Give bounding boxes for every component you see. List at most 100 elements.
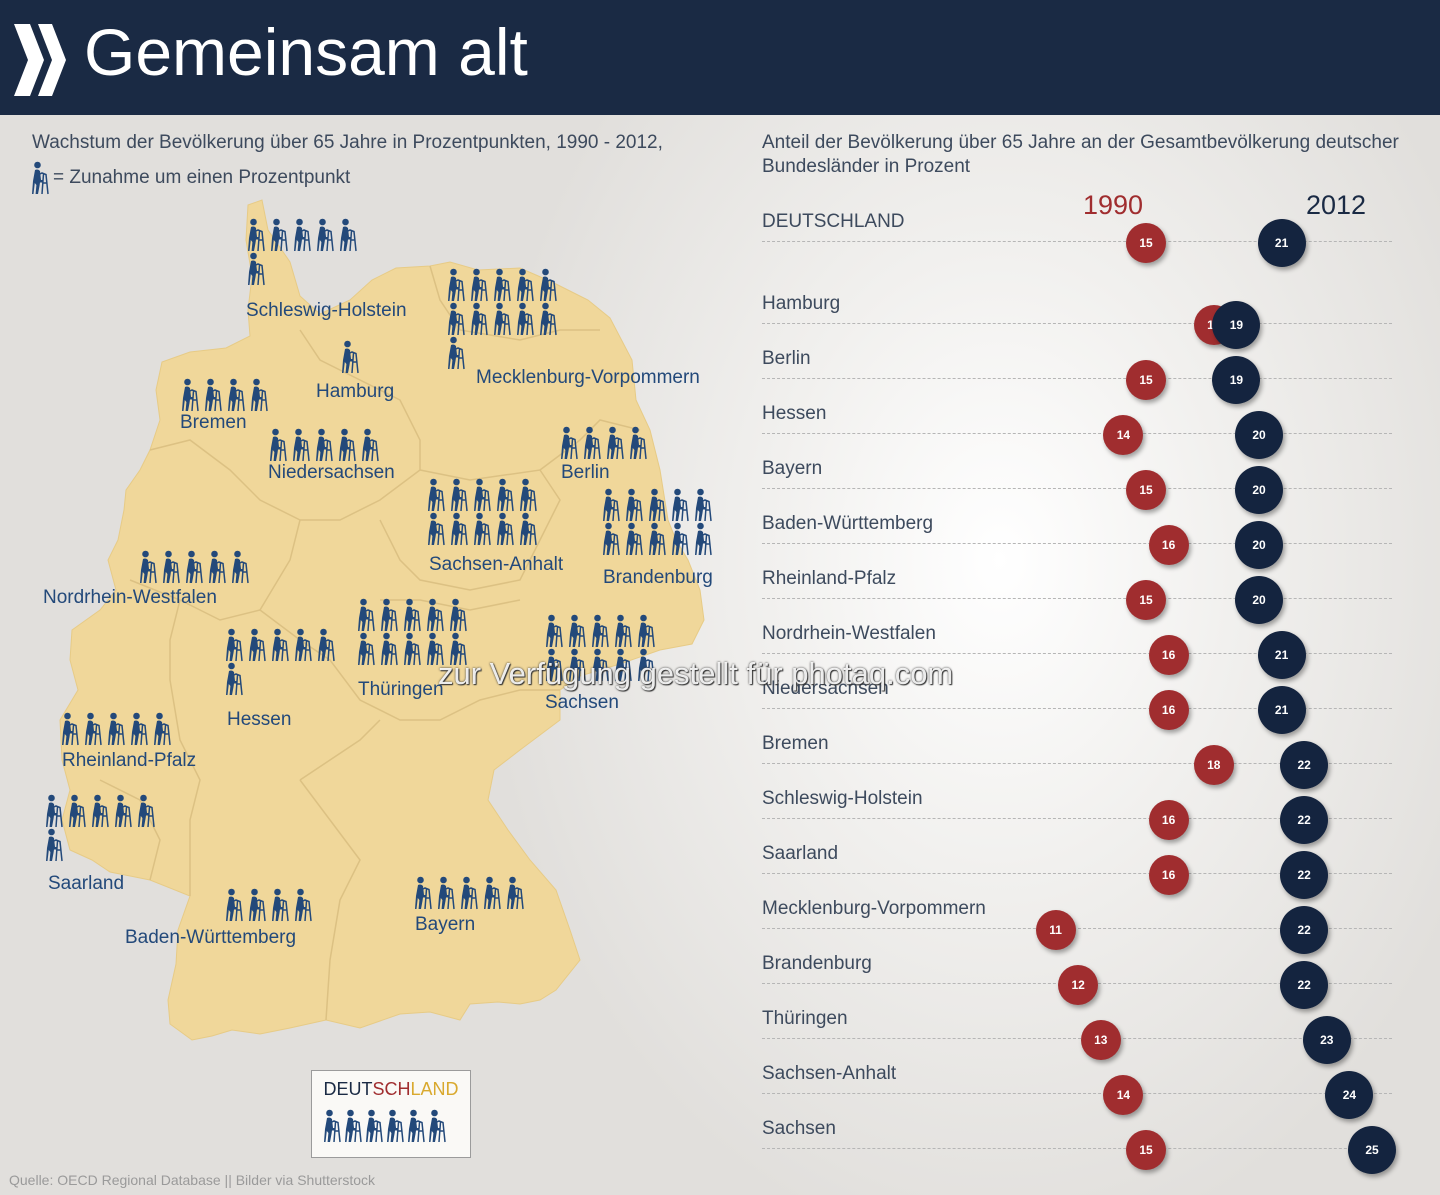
elderly-person-icon xyxy=(415,876,432,910)
elderly-person-icon xyxy=(497,512,514,546)
elderly-person-icon xyxy=(408,1109,425,1143)
elderly-person-icon xyxy=(615,648,632,682)
dot-2012: 22 xyxy=(1280,906,1329,954)
dot-1990: 13 xyxy=(1080,1020,1121,1060)
state-label: Niedersachsen xyxy=(268,462,395,483)
dot-2012: 22 xyxy=(1280,851,1329,899)
dot-2012: 24 xyxy=(1325,1071,1374,1119)
elderly-person-icon xyxy=(474,478,491,512)
elderly-person-icon xyxy=(140,550,157,584)
elderly-person-icon xyxy=(387,1109,404,1143)
state-label: Bremen xyxy=(180,412,247,433)
elderly-person-icon xyxy=(92,794,109,828)
dot-2012: 22 xyxy=(1280,796,1329,844)
elderly-person-icon xyxy=(32,161,49,195)
elderly-person-icon xyxy=(131,712,148,746)
elderly-person-icon xyxy=(517,302,534,336)
row-label: Saarland xyxy=(762,843,839,864)
row-label: Sachsen-Anhalt xyxy=(762,1063,897,1084)
elderly-person-icon xyxy=(324,1109,341,1143)
dot-1990: 15 xyxy=(1126,580,1166,620)
elderly-person-icon xyxy=(626,488,643,522)
row-label: Sachsen xyxy=(762,1118,836,1139)
state-borders xyxy=(99,265,641,1021)
elderly-person-icon xyxy=(450,598,467,632)
row-label: Baden-Württemberg xyxy=(762,513,934,534)
figs-brandenburg xyxy=(603,488,719,556)
elderly-person-icon xyxy=(69,794,86,828)
dot-2012: 22 xyxy=(1280,741,1329,789)
state-label: Sachsen-Anhalt xyxy=(429,554,564,575)
figs-berlin xyxy=(561,426,677,460)
elderly-person-icon xyxy=(295,628,312,662)
elderly-person-icon xyxy=(295,888,312,922)
figs-nordrhein-westfalen xyxy=(140,550,256,584)
dot-1990: 15 xyxy=(1126,470,1166,510)
elderly-person-icon xyxy=(154,712,171,746)
elderly-person-icon xyxy=(358,632,375,666)
elderly-person-icon xyxy=(461,876,478,910)
elderly-person-icon xyxy=(695,522,712,556)
figs-mecklenburg-vorpommern xyxy=(448,268,564,370)
elderly-person-icon xyxy=(428,478,445,512)
elderly-person-icon xyxy=(630,426,647,460)
elderly-person-icon xyxy=(450,632,467,666)
figs-baden-wuerttemberg xyxy=(226,888,342,922)
source-note: Quelle: OECD Regional Database || Bilder… xyxy=(9,1172,376,1188)
figs-sachsen-anhalt xyxy=(428,478,544,546)
elderly-person-icon xyxy=(649,488,666,522)
dot-1990: 14 xyxy=(1103,415,1144,455)
elderly-person-icon xyxy=(232,550,249,584)
elderly-person-icon xyxy=(438,876,455,910)
elderly-person-icon xyxy=(672,522,689,556)
elderly-person-icon xyxy=(340,218,357,252)
germany-total-box: DEUTSCHLAND xyxy=(311,1070,471,1158)
legend-2012: 2012 xyxy=(1306,190,1367,220)
elderly-person-icon xyxy=(471,302,488,336)
elderly-person-icon xyxy=(540,302,557,336)
figs-saarland xyxy=(46,794,162,862)
row-label: Brandenburg xyxy=(762,953,872,974)
dot-2012: 25 xyxy=(1348,1126,1396,1174)
dot-1990: 16 xyxy=(1148,525,1189,565)
elderly-person-icon xyxy=(584,426,601,460)
elderly-person-icon xyxy=(448,268,465,302)
state-label: Hessen xyxy=(227,709,292,730)
elderly-person-icon xyxy=(317,218,334,252)
dot-1990: 16 xyxy=(1148,635,1189,675)
dot-1990: 14 xyxy=(1103,1075,1144,1115)
elderly-person-icon xyxy=(451,512,468,546)
elderly-person-icon xyxy=(272,628,289,662)
elderly-person-icon xyxy=(448,302,465,336)
elderly-person-icon xyxy=(226,888,243,922)
row-guide xyxy=(762,488,1392,489)
elderly-person-icon xyxy=(474,512,491,546)
dot-2012: 22 xyxy=(1280,961,1329,1009)
figs-hamburg xyxy=(342,340,458,374)
row-guide xyxy=(762,818,1392,819)
dot-2012: 23 xyxy=(1302,1016,1351,1064)
state-label: Baden-Württemberg xyxy=(125,927,297,948)
elderly-person-icon xyxy=(494,268,511,302)
elderly-person-icon xyxy=(404,598,421,632)
row-label: Hamburg xyxy=(762,293,841,314)
row-guide xyxy=(762,543,1392,544)
elderly-person-icon xyxy=(163,550,180,584)
legend-1990: 1990 xyxy=(1083,190,1144,220)
watermark: zur Verfügung gestellt für photaq.com xyxy=(438,656,954,691)
elderly-person-icon xyxy=(427,632,444,666)
elderly-person-icon xyxy=(293,428,310,462)
elderly-person-icon xyxy=(318,628,335,662)
dot-2012: 20 xyxy=(1235,576,1283,624)
elderly-person-icon xyxy=(248,218,265,252)
state-label: Hamburg xyxy=(316,381,395,402)
dot-1990: 15 xyxy=(1126,360,1166,400)
legend-text: = Zunahme um einen Prozentpunkt xyxy=(53,167,351,188)
elderly-person-icon xyxy=(272,888,289,922)
elderly-person-icon xyxy=(46,828,63,862)
figs-thueringen xyxy=(358,598,474,666)
map-legend: = Zunahme um einen Prozentpunkt xyxy=(32,161,350,195)
row-guide xyxy=(762,1093,1392,1094)
row-label: Nordrhein-Westfalen xyxy=(762,623,936,644)
elderly-person-icon xyxy=(249,628,266,662)
